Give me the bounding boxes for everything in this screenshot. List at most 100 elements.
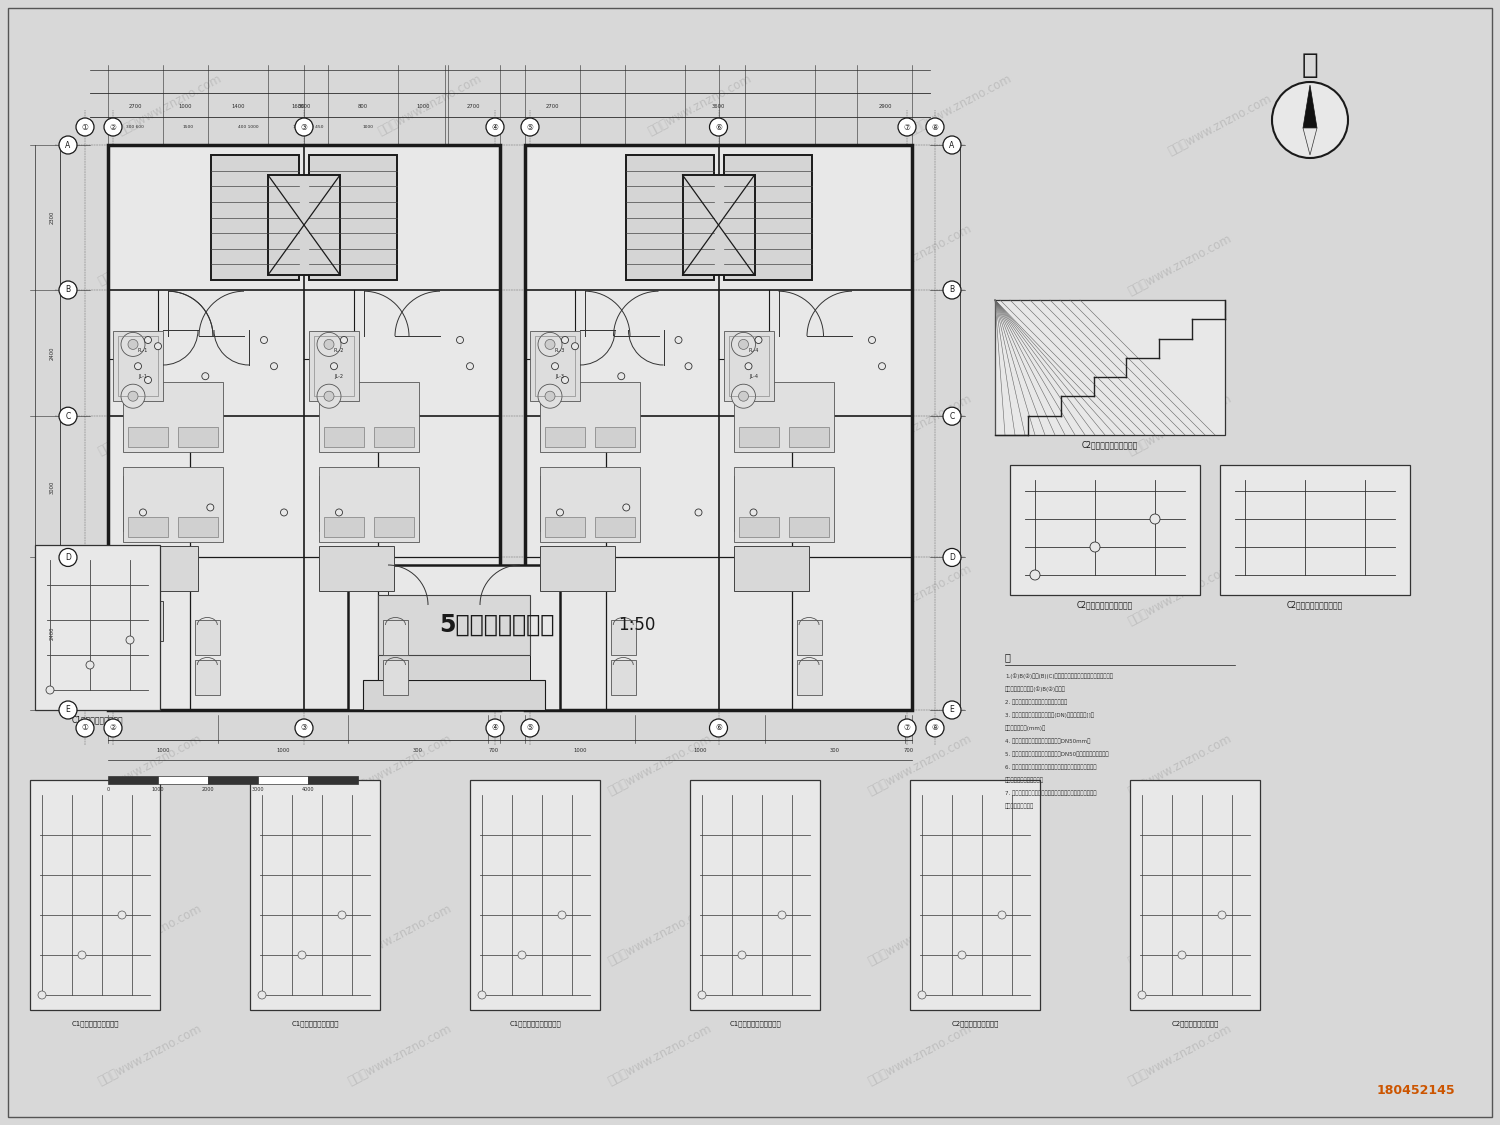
Bar (320, 468, 419, 542)
Bar (682, 176, 754, 274)
Text: C1户型厨卫排水系统图: C1户型厨卫排水系统图 (291, 1020, 339, 1027)
Circle shape (520, 118, 538, 136)
Circle shape (466, 362, 474, 370)
Circle shape (58, 281, 76, 299)
Bar (324, 518, 364, 538)
Circle shape (104, 719, 122, 737)
Text: 北: 北 (1302, 51, 1318, 79)
Bar (378, 650, 530, 680)
Text: ①: ① (81, 723, 88, 732)
Bar (363, 680, 544, 710)
Text: B: B (66, 286, 70, 295)
Bar (388, 620, 520, 650)
Bar (320, 476, 410, 531)
Circle shape (538, 332, 562, 357)
Bar (1220, 465, 1410, 595)
Bar (123, 476, 213, 531)
Bar (789, 428, 828, 448)
Circle shape (58, 407, 76, 425)
Text: 400 1000: 400 1000 (237, 125, 258, 129)
Circle shape (122, 332, 146, 357)
Circle shape (944, 701, 962, 719)
Polygon shape (1304, 86, 1317, 128)
Circle shape (879, 362, 885, 370)
Bar (536, 336, 574, 396)
Circle shape (202, 372, 208, 380)
Bar (734, 468, 834, 542)
Circle shape (330, 362, 338, 370)
Circle shape (38, 991, 46, 999)
Circle shape (561, 377, 568, 384)
Circle shape (750, 508, 758, 516)
Bar (108, 145, 500, 710)
Bar (128, 428, 168, 448)
Text: 知卓网www.znzno.com: 知卓网www.znzno.com (376, 72, 484, 138)
Bar (209, 776, 258, 784)
Text: 3600: 3600 (297, 104, 310, 109)
Text: JL-4: JL-4 (748, 375, 758, 379)
Bar (796, 660, 822, 695)
Text: ②: ② (110, 723, 117, 732)
Bar (470, 780, 600, 1010)
Bar (308, 776, 358, 784)
Text: 7. 入门出给水立管管道在公共走廊天花板下敷设，管道竖向应: 7. 入门出给水立管管道在公共走廊天花板下敷设，管道竖向应 (1005, 791, 1096, 796)
Text: 知卓网www.znzno.com: 知卓网www.znzno.com (606, 902, 714, 967)
Bar (178, 518, 218, 538)
Circle shape (104, 118, 122, 136)
Circle shape (1090, 542, 1100, 552)
Bar (738, 428, 778, 448)
Bar (251, 780, 380, 1010)
Circle shape (538, 385, 562, 408)
Text: 1000: 1000 (363, 125, 374, 129)
Text: 1000: 1000 (416, 104, 429, 109)
Circle shape (544, 392, 555, 402)
Circle shape (944, 407, 962, 425)
Circle shape (898, 719, 916, 737)
Circle shape (46, 686, 54, 694)
Bar (723, 155, 812, 280)
Bar (596, 428, 634, 448)
Text: 3000: 3000 (252, 788, 264, 792)
Text: 知卓网www.znzno.com: 知卓网www.znzno.com (865, 902, 974, 967)
Circle shape (778, 911, 786, 919)
Text: 知卓网www.znzno.com: 知卓网www.znzno.com (646, 72, 754, 138)
Text: 知卓网www.znzno.com: 知卓网www.znzno.com (96, 902, 204, 967)
Circle shape (698, 991, 706, 999)
Bar (729, 336, 768, 396)
Bar (123, 547, 198, 592)
Circle shape (926, 719, 944, 737)
Text: ⑦: ⑦ (903, 723, 910, 732)
Bar (118, 336, 158, 396)
Text: 知卓网www.znzno.com: 知卓网www.znzno.com (96, 393, 204, 458)
Text: PL-2: PL-2 (334, 348, 344, 353)
Circle shape (732, 332, 756, 357)
Bar (324, 428, 364, 448)
Text: A: A (66, 141, 70, 150)
Circle shape (622, 504, 630, 511)
Text: 知卓网www.znzno.com: 知卓网www.znzno.com (865, 222, 974, 288)
Text: C1户型厨卫给水系统图: C1户型厨卫给水系统图 (72, 716, 123, 724)
Circle shape (324, 392, 334, 402)
Circle shape (128, 392, 138, 402)
Text: 知卓网www.znzno.com: 知卓网www.znzno.com (606, 1023, 714, 1088)
Text: 300 600: 300 600 (126, 125, 144, 129)
Bar (723, 331, 774, 402)
Bar (195, 660, 220, 695)
Text: 知卓网www.znzno.com: 知卓网www.znzno.com (346, 732, 454, 798)
Text: C2户型卫生间给水系统图: C2户型卫生间给水系统图 (1287, 600, 1342, 609)
Text: 2400: 2400 (50, 346, 55, 360)
Text: 知卓网www.znzno.com: 知卓网www.znzno.com (346, 562, 454, 628)
Bar (540, 382, 640, 452)
Text: 1000: 1000 (178, 104, 192, 109)
Circle shape (126, 636, 134, 643)
Circle shape (868, 336, 876, 343)
Text: 布置具备条件时请参(①)B(②)户型。: 布置具备条件时请参(①)B(②)户型。 (1005, 686, 1066, 692)
Text: 知卓网www.znzno.com: 知卓网www.znzno.com (1166, 92, 1274, 158)
Text: 知卓网www.znzno.com: 知卓网www.znzno.com (606, 562, 714, 628)
Text: 知卓网www.znzno.com: 知卓网www.znzno.com (96, 732, 204, 798)
Text: A: A (950, 141, 954, 150)
Circle shape (296, 719, 314, 737)
Text: 1.(①)B(②)户型(B)(C)户型的给水排水管道，按卫生间排列管道: 1.(①)B(②)户型(B)(C)户型的给水排水管道，按卫生间排列管道 (1005, 674, 1113, 680)
Text: 2300: 2300 (50, 210, 55, 224)
Text: E: E (950, 705, 954, 714)
